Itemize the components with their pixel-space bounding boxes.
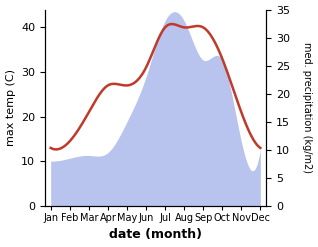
X-axis label: date (month): date (month) — [109, 228, 202, 242]
Y-axis label: med. precipitation (kg/m2): med. precipitation (kg/m2) — [302, 42, 313, 173]
Y-axis label: max temp (C): max temp (C) — [5, 69, 16, 146]
